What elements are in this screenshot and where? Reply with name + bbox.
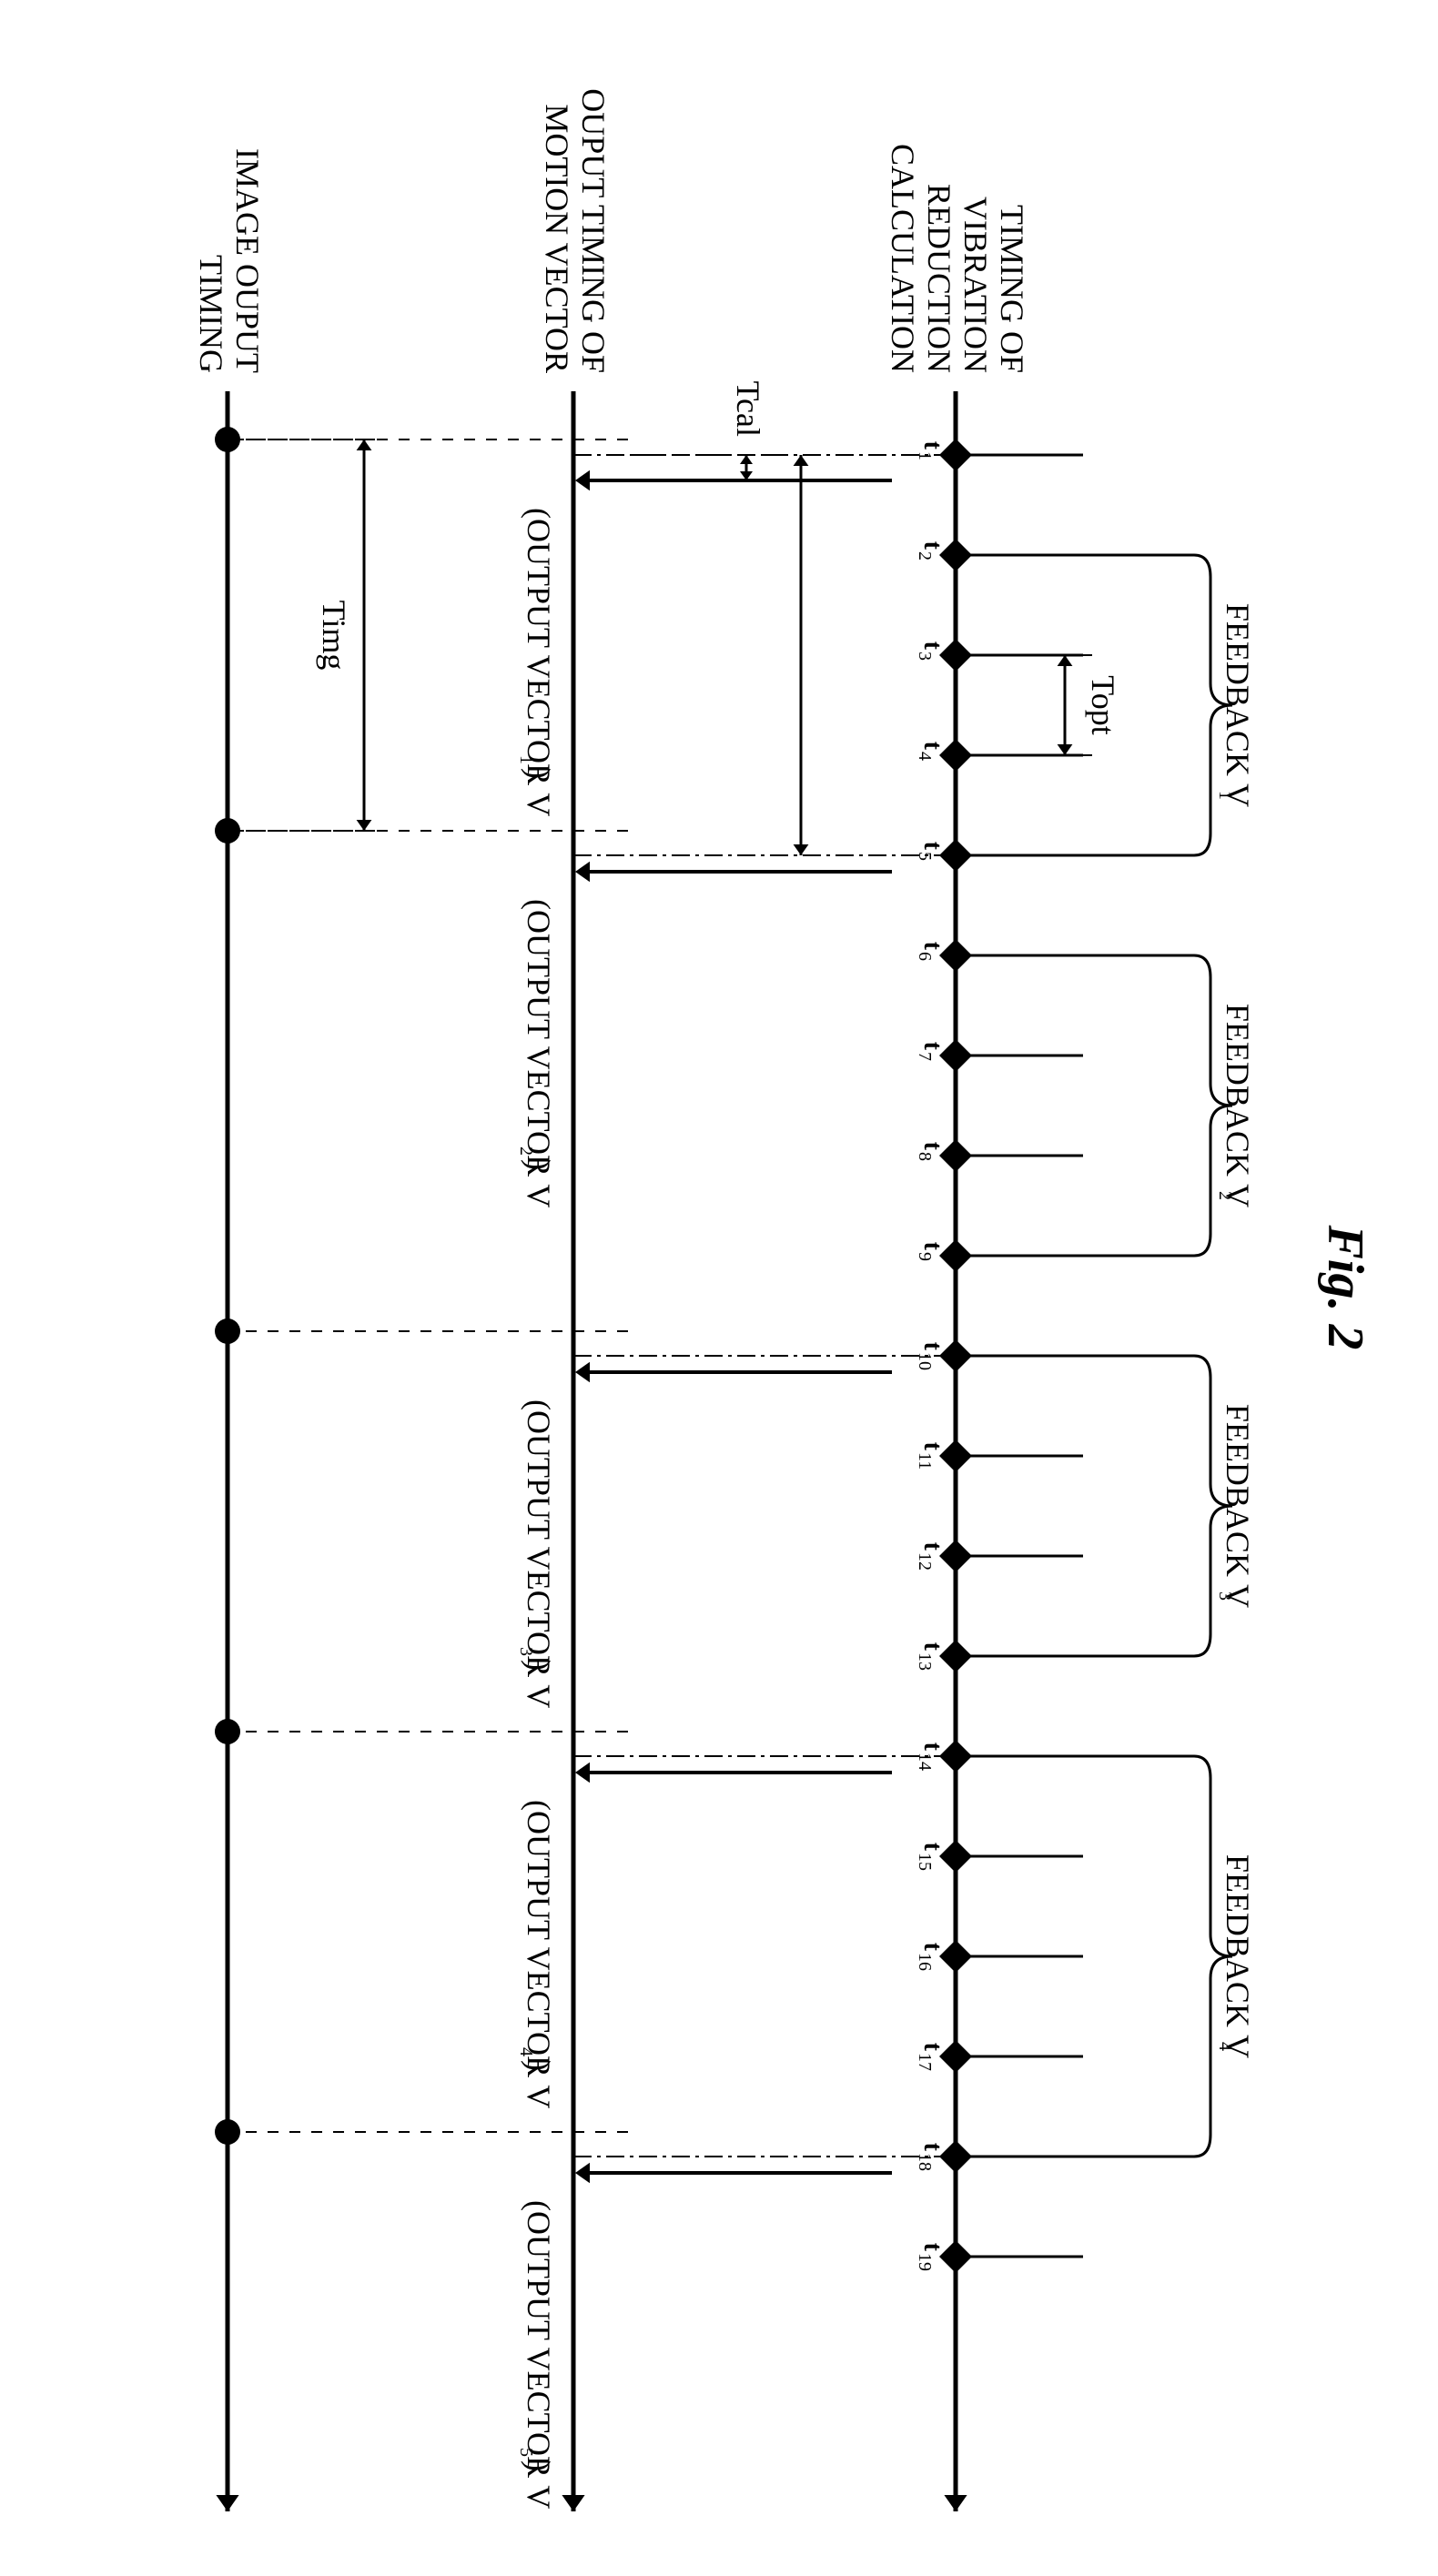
feedback-sub: 1	[1215, 791, 1235, 800]
svg-text:13: 13	[915, 1652, 935, 1671]
svg-text:t: t	[918, 842, 947, 851]
row1-label: VIBRATION	[957, 197, 994, 373]
svg-text:t: t	[918, 541, 947, 551]
svg-text:): )	[521, 2460, 557, 2471]
row1-label: REDUCTION	[921, 184, 957, 373]
svg-text:4: 4	[915, 752, 935, 761]
svg-text:3: 3	[516, 1647, 536, 1656]
svg-text:): )	[521, 1660, 557, 1671]
svg-text:t: t	[918, 1743, 947, 1752]
feedback-label: FEEDBACK V	[1220, 1004, 1256, 1207]
svg-text:2: 2	[516, 1147, 536, 1156]
row2-label: OUPUT TIMING OF	[575, 88, 612, 373]
feedback-label: FEEDBACK V	[1220, 1404, 1256, 1608]
feedback-label: FEEDBACK V	[1220, 1854, 1256, 2058]
svg-text:3: 3	[915, 652, 935, 661]
output-vector-label: (OUTPUT VECTOR V5)	[516, 2200, 557, 2509]
svg-text:t: t	[918, 2243, 947, 2252]
svg-text:t: t	[918, 1042, 947, 1051]
row2-label: MOTION VECTOR	[539, 104, 575, 373]
svg-text:6: 6	[915, 952, 935, 961]
svg-text:t: t	[918, 1843, 947, 1852]
svg-text:5: 5	[516, 2448, 536, 2457]
svg-text:): )	[521, 2060, 557, 2071]
background	[0, 0, 1438, 2576]
svg-text:t: t	[918, 1442, 947, 1451]
row1-label: CALCULATION	[885, 144, 921, 373]
svg-text:t: t	[918, 1542, 947, 1551]
timg-label: Timg	[316, 601, 352, 671]
output-vector-label: (OUTPUT VECTOR V4)	[516, 1800, 557, 2108]
svg-text:): )	[521, 768, 557, 779]
image-output-dot	[215, 1719, 240, 1744]
svg-text:t: t	[918, 1642, 947, 1652]
svg-text:7: 7	[915, 1052, 935, 1061]
output-vector-label: (OUTPUT VECTOR V3)	[516, 1399, 557, 1708]
svg-text:16: 16	[915, 1953, 935, 1971]
svg-text:t: t	[918, 2143, 947, 2152]
svg-text:t: t	[918, 1342, 947, 1351]
figure-canvas: Fig. 2 TIMING OFVIBRATIONREDUCTIONCALCUL…	[0, 0, 1438, 2576]
figure-title: Fig. 2	[1317, 1225, 1373, 1350]
feedback-sub: 3	[1215, 1591, 1235, 1601]
svg-text:8: 8	[915, 1152, 935, 1161]
feedback-label: FEEDBACK V	[1220, 603, 1256, 807]
svg-text:t: t	[918, 942, 947, 951]
svg-text:t: t	[918, 2043, 947, 2052]
svg-text:19: 19	[915, 2253, 935, 2271]
svg-text:2: 2	[915, 551, 935, 561]
svg-text:9: 9	[915, 1252, 935, 1261]
row1-label: TIMING OF	[994, 205, 1030, 373]
svg-text:4: 4	[516, 2047, 536, 2056]
svg-text:t: t	[918, 742, 947, 751]
svg-text:t: t	[918, 1943, 947, 1952]
svg-text:1: 1	[516, 755, 536, 764]
image-output-dot	[215, 1318, 240, 1344]
output-vector-label: (OUTPUT VECTOR V1)	[516, 508, 557, 816]
feedback-sub: 4	[1215, 2042, 1235, 2051]
feedback-sub: 2	[1215, 1191, 1235, 1200]
topt-label: Topt	[1085, 675, 1121, 734]
row3-label: TIMING	[193, 255, 229, 373]
svg-text:t: t	[918, 441, 947, 450]
svg-text:15: 15	[915, 1853, 935, 1871]
output-vector-label: (OUTPUT VECTOR V2)	[516, 899, 557, 1207]
svg-text:t: t	[918, 641, 947, 651]
svg-text:t: t	[918, 1142, 947, 1151]
svg-text:12: 12	[915, 1552, 935, 1571]
tcal-label: Tcal	[730, 381, 766, 437]
image-output-dot	[215, 2119, 240, 2145]
svg-text:11: 11	[915, 1452, 935, 1470]
svg-text:t: t	[918, 1242, 947, 1251]
svg-text:17: 17	[915, 2053, 935, 2071]
svg-text:): )	[521, 1159, 557, 1170]
row3-label: IMAGE OUPUT	[229, 148, 266, 373]
